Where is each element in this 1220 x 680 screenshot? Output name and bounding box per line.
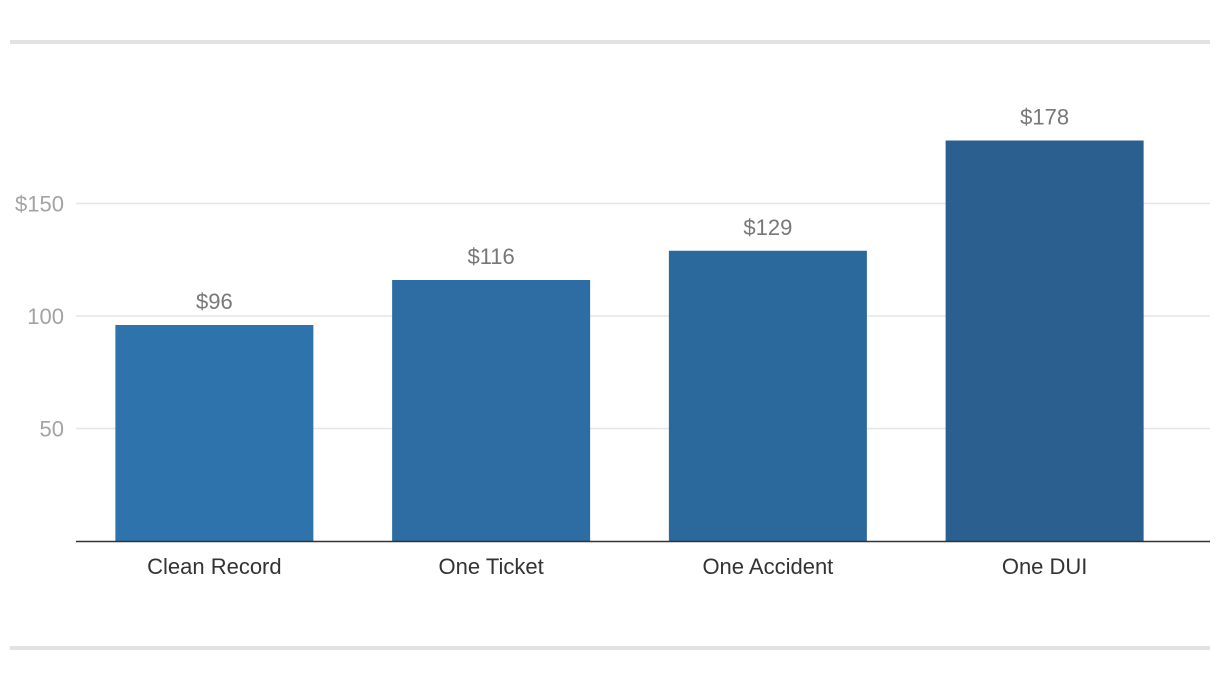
x-tick-label: One Ticket (439, 554, 544, 579)
data-label: $116 (467, 244, 514, 269)
x-tick-label: Clean Record (147, 554, 282, 579)
data-label: $129 (743, 215, 792, 240)
x-axis-categories: Clean Record One Ticket One Accident One DU… (147, 554, 1087, 579)
y-tick-label: 50 (40, 417, 64, 442)
x-tick-label: One DUI (1002, 554, 1088, 579)
y-tick-label: 100 (27, 304, 64, 329)
data-label: $178 (1020, 105, 1069, 130)
top-divider (10, 40, 1210, 44)
bottom-divider (10, 646, 1210, 650)
y-tick-label: $150 (15, 192, 64, 217)
bars (115, 140, 1144, 541)
y-axis-ticks: 50 100 $150 (15, 192, 64, 442)
bar (945, 140, 1144, 541)
bar (392, 280, 591, 541)
bar (668, 250, 867, 541)
data-label: $96 (196, 289, 233, 314)
bar (115, 325, 314, 541)
data-labels: $96 $116 $129 $178 (196, 105, 1069, 315)
x-tick-label: One Accident (702, 554, 833, 579)
